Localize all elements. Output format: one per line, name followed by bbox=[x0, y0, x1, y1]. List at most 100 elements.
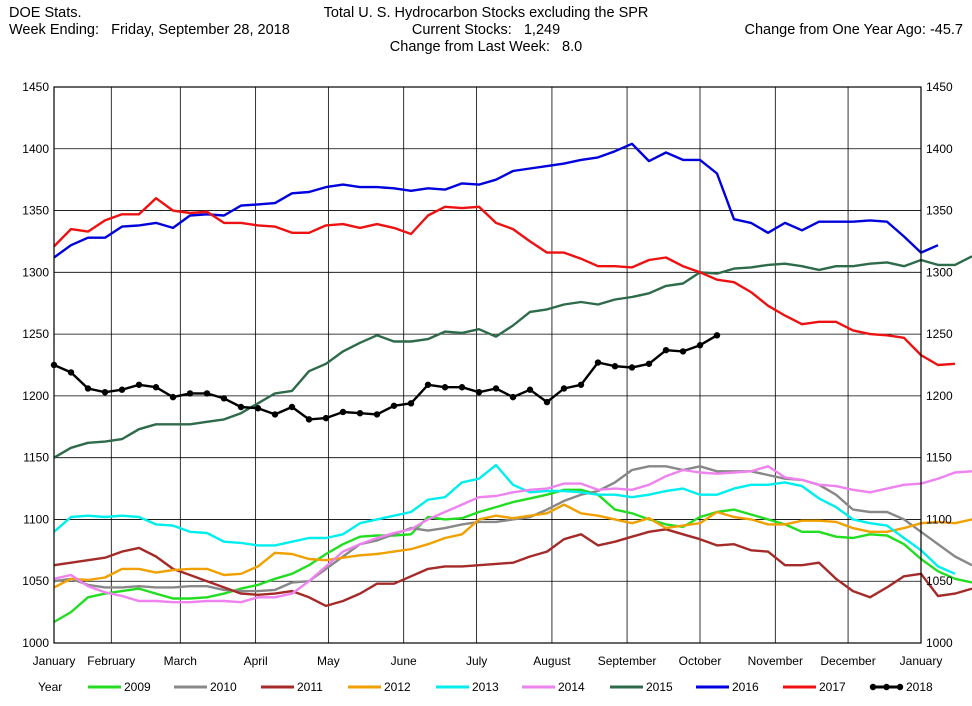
legend-label-2009: 2009 bbox=[124, 680, 151, 694]
data-point-2018 bbox=[458, 384, 466, 391]
legend-label-2015: 2015 bbox=[646, 680, 673, 694]
data-point-2018 bbox=[288, 403, 296, 411]
y-tick-label-left: 1300 bbox=[22, 265, 49, 279]
y-tick-label-left: 1250 bbox=[22, 327, 49, 341]
data-point-2018 bbox=[424, 381, 432, 388]
chart-title: Total U. S. Hydrocarbon Stocks excluding… bbox=[323, 5, 649, 21]
legend-label-2011: 2011 bbox=[297, 680, 323, 694]
x-tick-label: September bbox=[598, 654, 657, 668]
data-point-2018 bbox=[356, 409, 364, 417]
data-point-2018 bbox=[543, 398, 551, 406]
legend-label-2014: 2014 bbox=[558, 680, 585, 694]
data-point-2018 bbox=[169, 393, 177, 401]
legend-marker-2018 bbox=[896, 683, 904, 691]
data-point-2018 bbox=[577, 381, 585, 388]
legend-label-2013: 2013 bbox=[472, 680, 499, 694]
legend: Year 2009 2010 2011 2012 2013 2014 2015 2016 2017… bbox=[38, 680, 933, 694]
data-point-2018 bbox=[475, 388, 483, 396]
y-tick-label-left: 1050 bbox=[22, 574, 49, 588]
data-point-2018 bbox=[152, 384, 160, 391]
data-point-2018 bbox=[322, 414, 330, 422]
data-point-2018 bbox=[492, 385, 500, 392]
x-tick-label: November bbox=[748, 654, 803, 668]
data-point-2018 bbox=[84, 385, 92, 392]
data-point-2018 bbox=[407, 400, 415, 407]
legend-label-2018: 2018 bbox=[906, 680, 933, 694]
legend-label-2017: 2017 bbox=[819, 680, 846, 694]
data-point-2018 bbox=[645, 360, 653, 367]
data-point-2018 bbox=[594, 359, 602, 366]
data-point-2018 bbox=[373, 411, 381, 418]
y-tick-label-left: 1000 bbox=[22, 636, 49, 650]
data-point-2018 bbox=[526, 386, 534, 393]
x-tick-label: May bbox=[317, 654, 340, 668]
y-tick-label-left: 1200 bbox=[22, 389, 49, 403]
series-lines bbox=[50, 142, 972, 624]
x-tick-label: January bbox=[900, 654, 943, 668]
y-tick-label-right: 1250 bbox=[926, 327, 953, 341]
series-line-2013 bbox=[53, 463, 956, 575]
x-tick-label: December bbox=[820, 654, 875, 668]
data-point-2018 bbox=[339, 408, 347, 416]
y-tick-label-left: 1450 bbox=[22, 80, 49, 94]
data-point-2018 bbox=[254, 405, 262, 412]
legend-label-2010: 2010 bbox=[210, 680, 237, 694]
data-point-2018 bbox=[237, 403, 245, 411]
data-point-2018 bbox=[118, 386, 126, 393]
data-point-2018 bbox=[135, 381, 143, 388]
data-point-2018 bbox=[696, 342, 704, 349]
change-last-week: Change from Last Week: 8.0 bbox=[266, 39, 706, 56]
legend-title: Year bbox=[38, 680, 62, 694]
x-tick-label: February bbox=[87, 654, 135, 668]
plot-border bbox=[53, 86, 922, 644]
y-tick-label-right: 1450 bbox=[926, 80, 953, 94]
data-point-2018 bbox=[509, 393, 517, 401]
y-tick-label-right: 1050 bbox=[926, 574, 953, 588]
series-line-2012 bbox=[53, 503, 972, 589]
axes: 1000 1000 1050 1050 1100 1100 1150 1150 1200 1200… bbox=[22, 80, 953, 668]
y-tick-label-right: 1100 bbox=[926, 512, 952, 526]
y-tick-label-left: 1400 bbox=[22, 142, 49, 156]
x-tick-label: April bbox=[244, 654, 268, 668]
data-point-2018 bbox=[220, 395, 228, 402]
x-tick-label: March bbox=[164, 654, 197, 668]
legend-label-2016: 2016 bbox=[732, 680, 759, 694]
data-point-2018 bbox=[679, 348, 687, 355]
y-tick-label-left: 1150 bbox=[23, 451, 49, 465]
series-line-2014 bbox=[53, 465, 972, 604]
gridlines bbox=[53, 86, 922, 644]
y-tick-label-right: 1150 bbox=[926, 451, 952, 465]
x-tick-label: June bbox=[391, 654, 417, 668]
y-tick-label-right: 1350 bbox=[926, 204, 953, 218]
data-point-2018 bbox=[611, 363, 619, 370]
data-point-2018 bbox=[305, 416, 313, 423]
y-tick-label-left: 1350 bbox=[22, 204, 49, 218]
y-tick-label-right: 1200 bbox=[926, 389, 953, 403]
change-year-ago-label: Change from One Year Ago: bbox=[744, 22, 926, 38]
data-point-2018 bbox=[390, 402, 398, 409]
data-point-2018 bbox=[441, 384, 449, 391]
y-tick-label-right: 1000 bbox=[926, 636, 953, 650]
y-tick-label-right: 1400 bbox=[926, 142, 953, 156]
data-point-2018 bbox=[67, 369, 75, 376]
current-stocks-label: Current Stocks: bbox=[411, 22, 512, 38]
legend-label-2012: 2012 bbox=[384, 680, 411, 694]
change-year-ago-value: -45.7 bbox=[929, 22, 963, 38]
series-line-2009 bbox=[53, 488, 972, 624]
current-stocks: Current Stocks: 1,249 bbox=[266, 22, 706, 39]
series-line-2017 bbox=[53, 196, 956, 367]
change-year-ago: Change from One Year Ago: -45.7 bbox=[745, 22, 963, 39]
y-tick-label-right: 1300 bbox=[926, 265, 953, 279]
current-stocks-value: 1,249 bbox=[523, 22, 561, 38]
data-point-2018 bbox=[662, 346, 670, 354]
x-tick-label: January bbox=[33, 654, 76, 668]
data-point-2018 bbox=[271, 411, 279, 418]
change-last-week-label: Change from Last Week: bbox=[389, 39, 550, 55]
plot-frame bbox=[53, 86, 922, 644]
x-tick-label: August bbox=[533, 654, 571, 668]
x-tick-label: October bbox=[679, 654, 722, 668]
week-ending-label: Week Ending: bbox=[9, 22, 100, 38]
week-ending-value: Friday, September 28, 2018 bbox=[111, 22, 290, 38]
